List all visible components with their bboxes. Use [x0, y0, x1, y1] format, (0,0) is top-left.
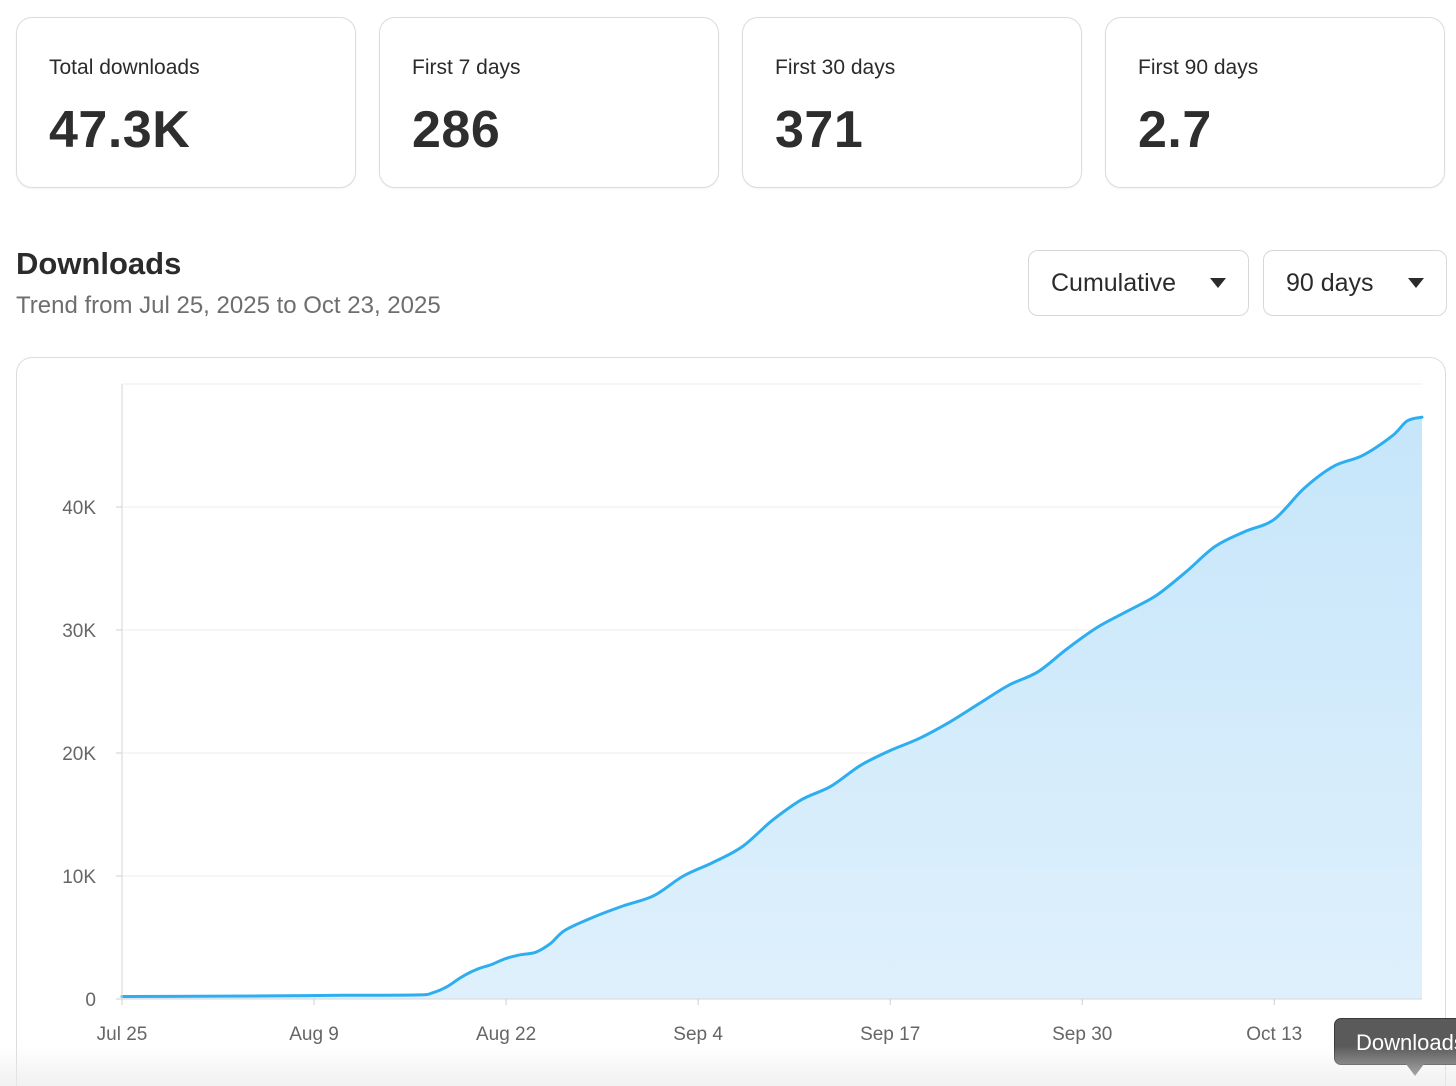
stat-value: 286: [412, 101, 501, 159]
x-tick-label: Sep 30: [1052, 1024, 1112, 1045]
x-tick-label: Jul 25: [97, 1024, 148, 1045]
x-tick-label: Sep 17: [860, 1024, 920, 1045]
mode-dropdown[interactable]: Cumulative: [1028, 250, 1249, 316]
y-tick-label: 0: [85, 990, 96, 1011]
tooltip-tail: [1406, 1064, 1424, 1076]
caret-down-icon: [1408, 278, 1424, 288]
downloads-chart[interactable]: 0 10K 20K 30K 40K Jul 25 Aug 9 Aug 22 Sep 4 Sep 1…: [17, 358, 1446, 1086]
stat-label: First 7 days: [412, 56, 521, 79]
stat-value: 47.3K: [49, 101, 191, 159]
x-tick-label: Oct 13: [1246, 1024, 1302, 1045]
y-tick-label: 10K: [62, 867, 96, 888]
y-tick-label: 20K: [62, 744, 96, 765]
stat-card-total-downloads: Total downloads 47.3K: [16, 17, 356, 188]
x-tick-label: Aug 22: [476, 1024, 536, 1045]
y-tick-label: 30K: [62, 621, 96, 642]
stat-label: First 30 days: [775, 56, 896, 79]
stat-card-first-7-days: First 7 days 286: [379, 17, 719, 188]
downloads-series-line: [120, 415, 1424, 998]
x-tick-label: Aug 9: [289, 1024, 339, 1045]
caret-down-icon: [1210, 278, 1226, 288]
stat-label: First 90 days: [1138, 56, 1259, 79]
stats-cards: Total downloads 47.3K First 7 days 286 F…: [16, 17, 1446, 188]
stat-card-first-30-days: First 30 days 371: [742, 17, 1082, 188]
downloads-chart-card: 0 10K 20K 30K 40K Jul 25 Aug 9 Aug 22 Sep 4 Sep 1…: [16, 357, 1446, 1086]
stat-label: Total downloads: [49, 56, 200, 79]
section-title: Downloads: [16, 246, 182, 281]
downloads-tooltip: Downloads: [1334, 1018, 1456, 1065]
stat-value: 2.7: [1138, 101, 1212, 159]
range-dropdown-label: 90 days: [1286, 268, 1374, 297]
downloads-area-fill: [122, 417, 1422, 999]
y-tick-label: 40K: [62, 498, 96, 519]
range-dropdown[interactable]: 90 days: [1263, 250, 1447, 316]
section-subtitle: Trend from Jul 25, 2025 to Oct 23, 2025: [16, 292, 441, 319]
stat-value: 371: [775, 101, 864, 159]
stat-card-first-90-days: First 90 days 2.7: [1105, 17, 1445, 188]
mode-dropdown-label: Cumulative: [1051, 268, 1177, 297]
x-tick-label: Sep 4: [673, 1024, 723, 1045]
